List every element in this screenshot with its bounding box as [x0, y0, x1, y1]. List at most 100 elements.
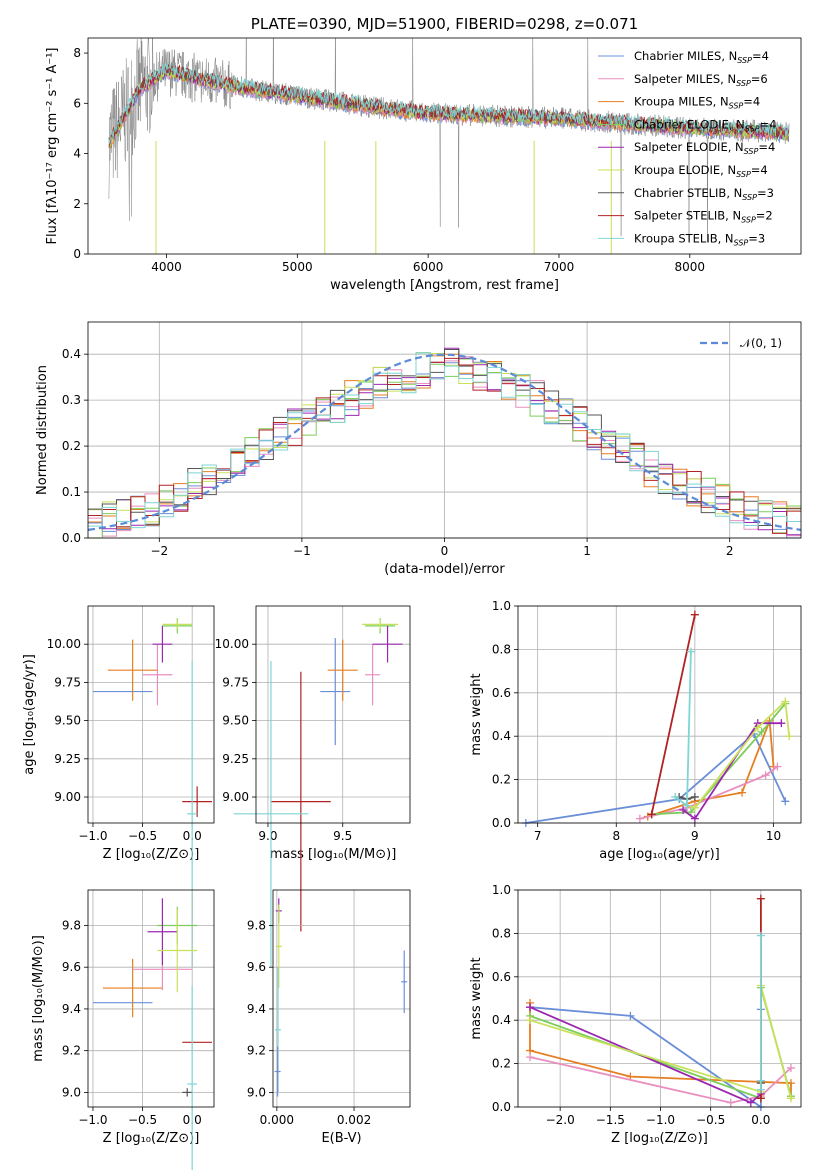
y-tick-label: 9.75	[54, 675, 81, 689]
y-tick-label: 10.00	[215, 637, 249, 651]
gaussian-curve	[87, 353, 802, 531]
axes-frame	[517, 889, 802, 1108]
data-point	[152, 625, 173, 663]
weight-marker	[785, 732, 794, 741]
data-point	[270, 671, 331, 932]
legend-entry: Chabrier STELIB, NSSP=3	[634, 186, 774, 202]
weight-marker	[756, 1085, 765, 1094]
weight_vs_Z-axes: −2.0 −1.5 −1.0 −0.5 0.0 0.0 0.2 0.4 0.6 0.8 1.0 Z […	[469, 883, 801, 1146]
data-point	[102, 958, 163, 1018]
legend-text: Salpeter MILES, N	[634, 72, 736, 86]
y-tick-label: 9.8	[247, 918, 266, 932]
legend-subscript: SSP	[729, 102, 744, 111]
x-tick-label: 0.000	[260, 1113, 294, 1127]
x-tick-label: 8	[612, 829, 620, 843]
y-tick-label: 9.2	[247, 1044, 266, 1058]
y-tick-label: 9.50	[54, 714, 81, 728]
x-tick-label: −1.0	[78, 829, 107, 843]
y-axis-label: age [log₁₀(age/yr)]	[22, 654, 37, 775]
legend-entry: 𝒩(0, 1)	[740, 336, 782, 350]
legend-suffix: =2	[756, 209, 773, 223]
y-tick-label: 1.0	[492, 883, 511, 897]
x-axis-label: Z [log₁₀(Z/Z⊙)]	[103, 1131, 200, 1146]
x-tick-label: −2	[150, 544, 168, 558]
legend-text: Kroupa MILES, N	[634, 95, 729, 109]
x-axis-label: Z [log₁₀(Z/Z⊙)]	[103, 847, 200, 862]
legend-subscript: SSP	[734, 238, 749, 247]
x-axis-label: (data-model)/error	[384, 562, 505, 577]
weight-marker	[761, 771, 770, 780]
x-axis-label: E(B-V)	[321, 1131, 361, 1146]
y-tick-label: 2	[73, 197, 81, 211]
weight-marker	[781, 797, 790, 806]
y-tick-label: 9.0	[62, 1085, 81, 1099]
axes-frame	[87, 889, 215, 1108]
weight-marker	[738, 788, 747, 797]
data-point	[327, 639, 358, 701]
y-tick-label: 0.8	[492, 926, 511, 940]
chart-title: PLATE=0390, MJD=51900, FIBERID=0298, z=0…	[251, 15, 638, 33]
weight-line-0	[525, 732, 787, 824]
y-tick-label: 0.2	[492, 773, 511, 787]
y-axis-label: mass [log₁₀(M/M⊙)]	[31, 935, 46, 1062]
x-tick-label: −1.0	[78, 1113, 107, 1127]
x-tick-label: 0.002	[337, 1113, 371, 1127]
x-tick-label: 10	[766, 829, 781, 843]
y-axis-label: Normed distribution	[35, 365, 50, 495]
y-tick-label: 0.4	[62, 347, 81, 361]
weight-marker	[786, 1063, 795, 1072]
weight-marker	[690, 803, 699, 812]
x-tick-label: 0.0	[751, 1113, 770, 1127]
axes-frame	[517, 605, 802, 824]
legend-text: Chabrier ELODIE, N	[634, 117, 745, 131]
legend-subscript: SSP	[737, 56, 752, 65]
weight_vs_age-axes: 7 8 9 10 0.0 0.2 0.4 0.6 0.8 1.0 age [log₁₀(age/yr…	[469, 599, 801, 862]
legend-entry: Salpeter MILES, NSSP=6	[634, 72, 768, 88]
x-tick-label: 4000	[151, 260, 182, 274]
legend-subscript: SSP	[736, 79, 751, 88]
weight-marker	[683, 801, 692, 810]
x-tick-label: 8000	[675, 260, 706, 274]
weight-marker	[756, 894, 765, 903]
legend-suffix: =3	[748, 231, 765, 245]
weight-line-4	[529, 1006, 762, 1104]
legend-suffix: =4	[758, 140, 775, 154]
legend-suffix: =4	[751, 163, 768, 177]
data-point	[107, 639, 158, 701]
legend-subscript: SSP	[745, 124, 760, 133]
y-tick-label: 9.6	[62, 960, 81, 974]
x-tick-label: 7	[534, 829, 542, 843]
legend-entry: Kroupa STELIB, NSSP=3	[634, 231, 765, 247]
weight-marker	[756, 1094, 765, 1103]
legend-text: Chabrier MILES, N	[634, 49, 737, 63]
legend-entry: Kroupa ELODIE, NSSP=4	[634, 163, 768, 179]
data-point	[233, 661, 309, 967]
weight-marker	[647, 810, 656, 819]
y-tick-label: 0.4	[492, 1013, 511, 1027]
weight-line-2	[529, 1056, 792, 1104]
axes-frame	[272, 889, 411, 1108]
y-tick-label: 6	[73, 96, 81, 110]
weight-marker	[773, 762, 782, 771]
y-tick-label: 0.3	[62, 393, 81, 407]
legend-entry: Chabrier ELODIE, NSSP=4	[634, 117, 776, 133]
y-tick-label: 9.00	[222, 790, 249, 804]
histogram-step-7	[88, 357, 801, 534]
legend-text: Kroupa STELIB, N	[634, 231, 734, 245]
legend-subscript: SSP	[741, 216, 756, 225]
x-tick-label: −1.5	[596, 1113, 625, 1127]
data-point	[365, 644, 381, 706]
legend-subscript: SSP	[736, 170, 751, 179]
weight-marker	[526, 1003, 535, 1012]
weight-marker	[526, 1053, 535, 1062]
y-tick-label: 0.4	[492, 729, 511, 743]
y-tick-label: 0.2	[492, 1057, 511, 1071]
y-tick-label: 9.75	[222, 675, 249, 689]
x-tick-label: 9	[691, 829, 699, 843]
x-tick-label: 0	[441, 544, 449, 558]
x-tick-label: 1	[583, 544, 591, 558]
model-line-8	[108, 62, 790, 144]
x-tick-label: 2	[726, 544, 734, 558]
